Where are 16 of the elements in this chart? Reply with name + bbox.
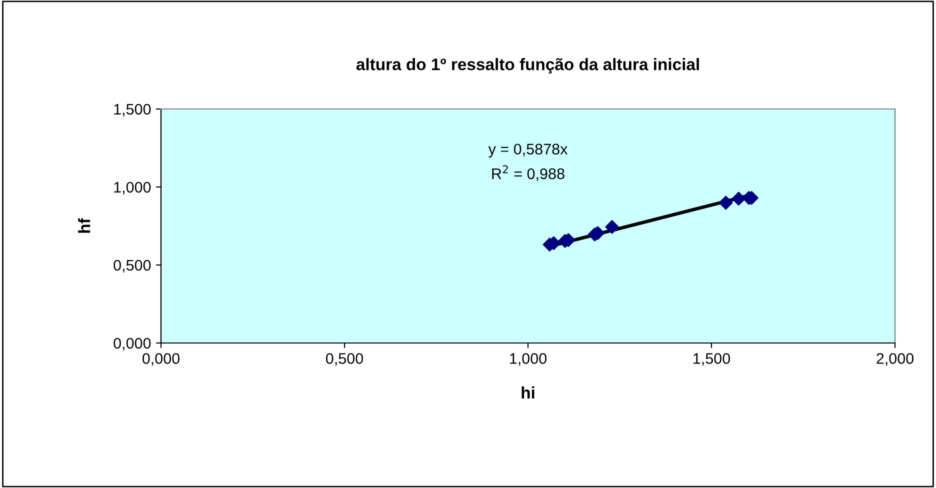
y-tick-label: 1,000 [114,182,151,194]
x-tick-label: 0,500 [326,353,364,366]
point [718,196,733,210]
x-tick-label: 2,000 [876,353,914,366]
y-tick-label: 0,000 [114,338,151,350]
x-tick-label: 0,000 [142,353,180,366]
x-tick-label: 1,000 [510,353,547,366]
point [605,220,619,234]
x-tick-label: 1,500 [694,353,730,366]
annotation: y = 0,5878x R$^{2}$ = 0,988 [488,144,568,182]
x-axis-title: hi [522,386,534,398]
y-tick-label: 1,500 [114,104,151,116]
chart-title: altura do 1º ressalto função da altura inicial [356,58,699,74]
y-axis-title: hf [78,218,90,233]
y-tick-label: 0,500 [114,260,151,272]
point [732,192,746,206]
